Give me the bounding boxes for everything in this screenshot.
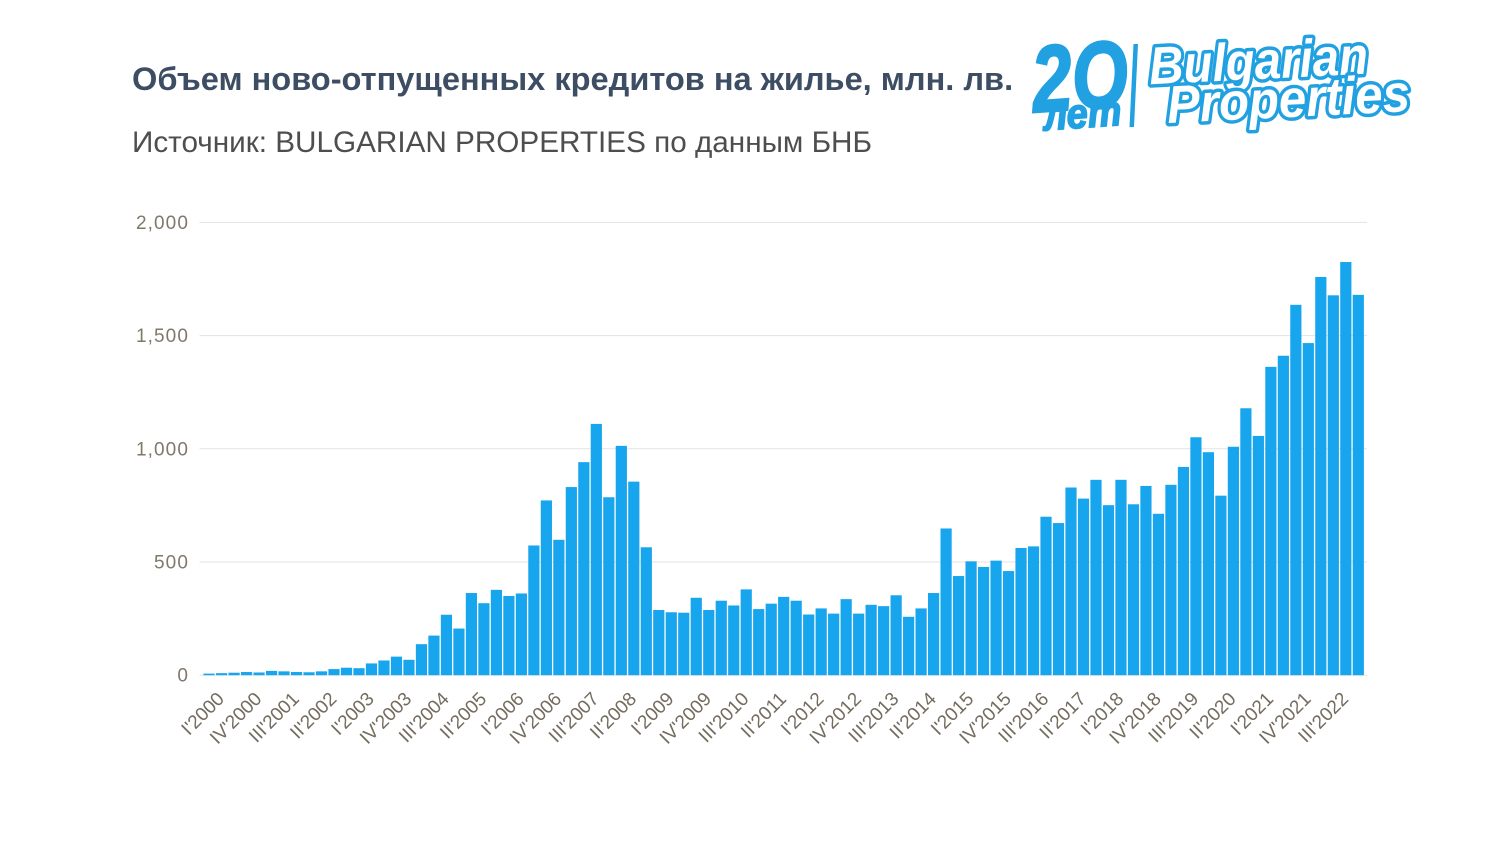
svg-text:Properties: Properties (1166, 64, 1412, 135)
svg-text:2O: 2O (1027, 21, 1132, 133)
svg-text:1,500: 1,500 (136, 326, 189, 347)
svg-text:2,000: 2,000 (136, 213, 189, 234)
svg-text:0: 0 (177, 666, 189, 687)
svg-text:лет: лет (1040, 87, 1123, 139)
svg-text:Bulgarian: Bulgarian (1148, 27, 1370, 97)
svg-text:500: 500 (154, 553, 189, 574)
svg-text:1,000: 1,000 (136, 439, 189, 460)
